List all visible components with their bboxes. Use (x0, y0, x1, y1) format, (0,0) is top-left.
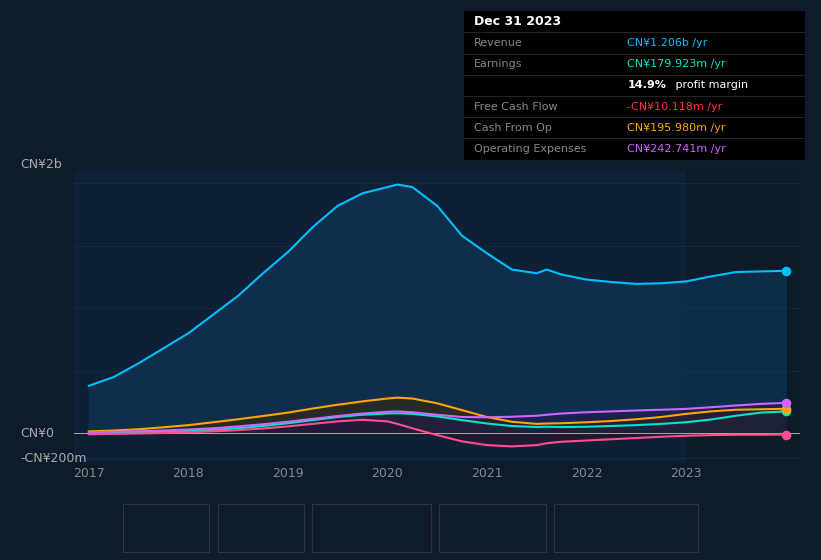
Text: ●: ● (564, 523, 574, 533)
Point (779, 398, 792, 407)
Text: ●: ● (449, 523, 459, 533)
Text: CN¥242.741m /yr: CN¥242.741m /yr (627, 144, 726, 154)
Text: ●: ● (227, 523, 237, 533)
Text: Free Cash Flow: Free Cash Flow (474, 101, 557, 111)
Text: Earnings: Earnings (241, 523, 289, 533)
Text: Cash From Op: Cash From Op (462, 523, 540, 533)
Text: CN¥1.206b /yr: CN¥1.206b /yr (627, 38, 708, 48)
Point (779, 267, 792, 276)
Text: ●: ● (322, 523, 332, 533)
Text: ●: ● (133, 523, 143, 533)
Text: -CN¥10.118m /yr: -CN¥10.118m /yr (627, 101, 722, 111)
Text: Operating Expenses: Operating Expenses (474, 144, 586, 154)
Text: Revenue: Revenue (146, 523, 195, 533)
Point (779, 407, 792, 416)
Text: CN¥2b: CN¥2b (21, 158, 62, 171)
Bar (686, 171, 800, 462)
Text: Free Cash Flow: Free Cash Flow (335, 523, 419, 533)
Text: Earnings: Earnings (474, 59, 523, 69)
Text: Dec 31 2023: Dec 31 2023 (474, 15, 562, 29)
Text: Cash From Op: Cash From Op (474, 123, 552, 133)
Text: CN¥0: CN¥0 (21, 427, 54, 440)
Text: Revenue: Revenue (474, 38, 523, 48)
Text: CN¥179.923m /yr: CN¥179.923m /yr (627, 59, 726, 69)
Text: 14.9%: 14.9% (627, 81, 667, 90)
Text: CN¥195.980m /yr: CN¥195.980m /yr (627, 123, 726, 133)
Point (779, 404, 792, 413)
Point (779, 430, 792, 439)
Text: profit margin: profit margin (672, 81, 748, 90)
Text: Operating Expenses: Operating Expenses (577, 523, 690, 533)
Text: -CN¥200m: -CN¥200m (21, 452, 87, 465)
